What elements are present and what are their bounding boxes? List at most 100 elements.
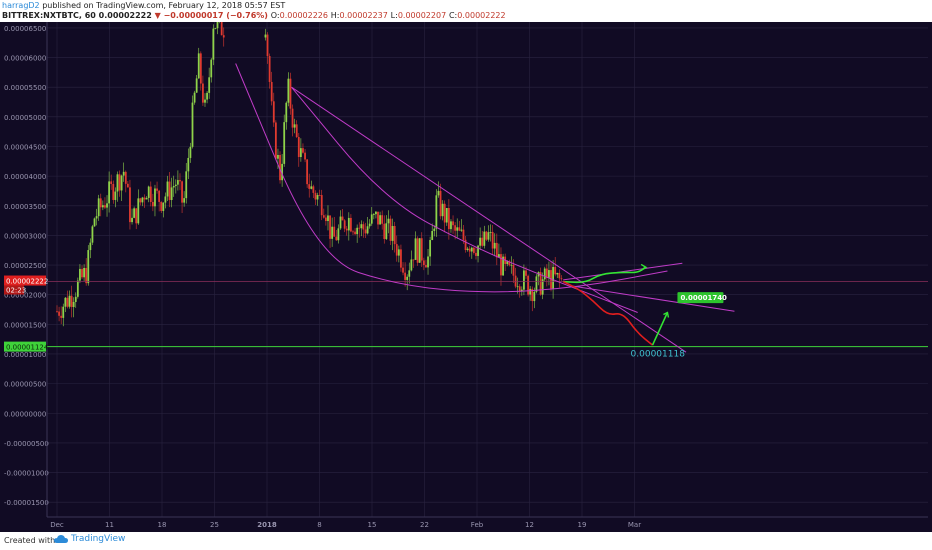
candle-body bbox=[366, 226, 369, 234]
candle-body bbox=[483, 231, 486, 246]
candle-body bbox=[329, 215, 331, 239]
candle-body bbox=[91, 226, 94, 243]
candle-body bbox=[164, 196, 167, 203]
candle-body bbox=[508, 261, 511, 266]
candle-body bbox=[112, 183, 115, 200]
candle-body bbox=[108, 181, 111, 204]
candle-body bbox=[352, 231, 354, 233]
x-tick-label: 2018 bbox=[257, 521, 277, 529]
y-tick-label: 0.00006000 bbox=[4, 55, 46, 63]
candle-body bbox=[500, 254, 502, 276]
candle-body bbox=[274, 122, 277, 159]
author-link[interactable]: harragD2 bbox=[2, 1, 40, 10]
y-tick-label: -0.00001500 bbox=[4, 499, 49, 507]
candle-body bbox=[350, 217, 352, 232]
x-tick-label: 18 bbox=[158, 521, 167, 529]
candle-body bbox=[437, 190, 440, 196]
tradingview-logo[interactable]: TradingView bbox=[54, 534, 125, 544]
x-tick-label: 8 bbox=[317, 521, 321, 529]
x-tick-label: 25 bbox=[210, 521, 219, 529]
y-tick-label: 0.00002000 bbox=[4, 292, 46, 300]
candle-body bbox=[397, 249, 400, 256]
y-tick-label: 0.00006500 bbox=[4, 25, 46, 33]
candle-body bbox=[131, 217, 133, 223]
publish-line: harragD2 published on TradingView.com, F… bbox=[2, 1, 285, 10]
bullish-projection bbox=[563, 266, 646, 284]
candle-body bbox=[101, 205, 104, 208]
x-tick-label: 12 bbox=[525, 521, 534, 529]
symbol-line: BITTREX:NXTBTC, 60 0.00002222 ▼ −0.00000… bbox=[2, 11, 506, 20]
candle-body bbox=[535, 276, 538, 292]
x-tick-label: Mar bbox=[628, 521, 641, 529]
candle-body bbox=[183, 198, 186, 203]
candle-body bbox=[62, 306, 65, 318]
x-tick-label: 11 bbox=[105, 521, 114, 529]
y-tick-label: 0.00003500 bbox=[4, 203, 46, 211]
created-with-label: Created with bbox=[4, 536, 56, 545]
candle-body bbox=[66, 297, 69, 307]
candle-body bbox=[220, 22, 223, 36]
candle-body bbox=[74, 296, 77, 302]
low-value: 0.00002207 bbox=[397, 11, 447, 20]
candle-body bbox=[425, 265, 427, 268]
candle-body bbox=[76, 280, 79, 297]
candle-body bbox=[174, 184, 177, 187]
candle-body bbox=[333, 226, 336, 237]
y-tick-label: 0.00000500 bbox=[4, 381, 46, 389]
candle-body bbox=[335, 236, 338, 241]
candle-body bbox=[529, 288, 532, 295]
candle-body bbox=[554, 266, 557, 275]
tradingview-brand: TradingView bbox=[71, 534, 126, 544]
candle-body bbox=[283, 122, 286, 164]
footer-bar: Created with TradingView bbox=[0, 532, 932, 550]
candle-body bbox=[135, 208, 138, 224]
y-tick-label: 0.00004500 bbox=[4, 143, 46, 151]
candle-body bbox=[356, 227, 359, 235]
bear-target-label: 0.00001118 bbox=[631, 350, 686, 360]
arc-support-line bbox=[235, 63, 668, 293]
candle-body bbox=[170, 187, 173, 201]
grid-lines bbox=[47, 22, 928, 517]
candle-body bbox=[406, 276, 409, 280]
candle-body bbox=[383, 223, 386, 240]
candle-body bbox=[268, 56, 271, 82]
candle-body bbox=[408, 270, 411, 277]
candle-body bbox=[110, 181, 113, 184]
candle-body bbox=[387, 218, 390, 224]
y-tick-label: 0.00004000 bbox=[4, 173, 46, 181]
candle-body bbox=[370, 214, 373, 224]
candle-body bbox=[133, 208, 136, 218]
candle-body bbox=[87, 250, 90, 284]
candle-body bbox=[391, 226, 394, 241]
candle-body bbox=[431, 230, 434, 241]
x-tick-label: 22 bbox=[420, 521, 429, 529]
candle-body bbox=[202, 83, 204, 103]
candle-body bbox=[456, 227, 459, 231]
chart-background bbox=[0, 22, 932, 532]
candle-body bbox=[104, 205, 106, 208]
candle-body bbox=[439, 190, 442, 217]
candle-body bbox=[210, 59, 213, 78]
y-tick-label: 0.00005000 bbox=[4, 114, 46, 122]
x-tick-label: 15 bbox=[368, 521, 377, 529]
candle-body bbox=[525, 270, 527, 276]
candle-body bbox=[541, 279, 544, 295]
candle-body bbox=[324, 217, 327, 222]
candle-body bbox=[427, 256, 429, 268]
candle-body bbox=[297, 137, 300, 158]
candle-body bbox=[72, 301, 75, 308]
time-axis[interactable]: Dec 11 18 25 2018 8 15 22 Feb 12 19 Mar bbox=[47, 516, 928, 529]
candle-body bbox=[337, 228, 340, 241]
candle-body bbox=[179, 180, 181, 182]
price-chart[interactable]: 0.00006500 0.00006000 0.00005500 0.00005000… bbox=[0, 22, 932, 532]
y-tick-label: 0.00000000 bbox=[4, 410, 46, 418]
candle-body bbox=[293, 124, 296, 128]
candle-body bbox=[518, 286, 521, 292]
candle-body bbox=[139, 198, 142, 203]
candle-body bbox=[195, 78, 198, 93]
price-axis[interactable]: 0.00006500 0.00006000 0.00005500 0.00005000… bbox=[4, 22, 49, 517]
candle-body bbox=[368, 223, 371, 227]
candle-body bbox=[443, 203, 446, 223]
y-tick-label: 0.00003000 bbox=[4, 232, 46, 240]
